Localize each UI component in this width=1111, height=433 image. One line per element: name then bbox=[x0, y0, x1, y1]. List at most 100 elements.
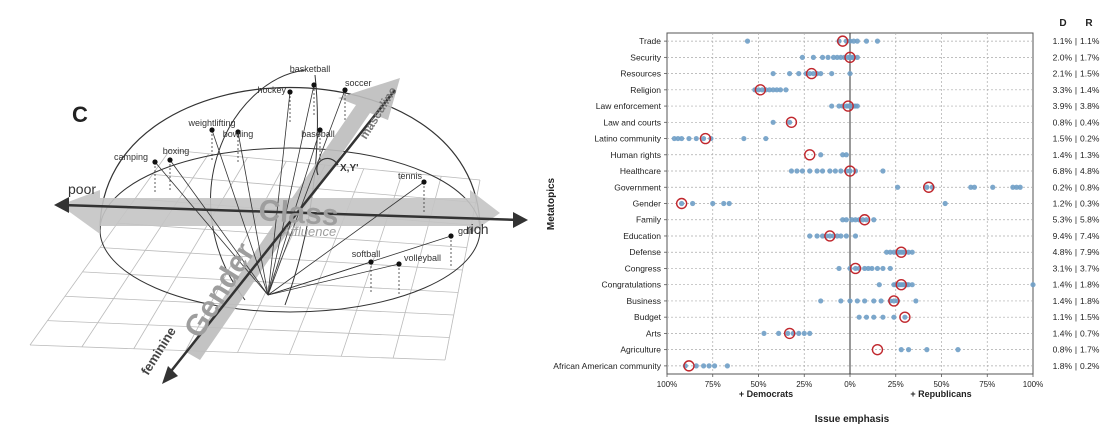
data-point bbox=[807, 330, 813, 337]
poor-rich-axis bbox=[61, 203, 521, 222]
dr-separator: | bbox=[1075, 101, 1077, 111]
d-value: 1.4% bbox=[1053, 280, 1073, 290]
angle-label: X,Y' bbox=[340, 163, 359, 174]
topic-label: Congratulations bbox=[601, 280, 661, 290]
data-point bbox=[876, 282, 882, 288]
d-value: 1.4% bbox=[1053, 328, 1073, 338]
data-point bbox=[887, 249, 893, 255]
data-point bbox=[924, 184, 930, 190]
topic-center-marker bbox=[895, 246, 907, 258]
sport-point bbox=[167, 157, 173, 163]
r-value: 4.8% bbox=[1080, 166, 1100, 176]
data-point bbox=[909, 282, 915, 288]
d-value: 0.8% bbox=[1053, 117, 1073, 127]
sport-label: baseball bbox=[301, 129, 335, 139]
chart-svg: Trade Security Resources Religion Law enforc… bbox=[546, 18, 1100, 425]
sport-radial-line bbox=[267, 261, 372, 296]
dr-separator: | bbox=[1075, 150, 1077, 160]
data-point bbox=[836, 103, 842, 109]
d-value: 0.2% bbox=[1053, 182, 1073, 192]
sport-label: weightlifting bbox=[187, 118, 235, 128]
data-point bbox=[863, 38, 870, 44]
data-point bbox=[854, 103, 860, 109]
data-point bbox=[838, 54, 844, 60]
data-point bbox=[807, 70, 813, 77]
d-value: 9.4% bbox=[1053, 231, 1073, 241]
data-point bbox=[843, 217, 849, 223]
poor-arrowhead bbox=[54, 197, 69, 213]
data-point bbox=[819, 233, 826, 239]
sport-point bbox=[368, 259, 374, 265]
r-value: 1.1% bbox=[1080, 36, 1100, 46]
topic-center-marker bbox=[836, 35, 849, 47]
gender-class-diagram: basketball hockey soccer weightlifting bowli… bbox=[0, 0, 540, 428]
x-tick-label: 25% bbox=[796, 380, 812, 389]
panel-letter: C bbox=[72, 102, 88, 127]
data-point bbox=[874, 38, 881, 44]
topic-center-marker bbox=[849, 262, 862, 275]
r-value: 1.5% bbox=[1080, 312, 1100, 322]
data-point bbox=[838, 168, 844, 174]
dr-separator: | bbox=[1075, 69, 1077, 79]
data-point bbox=[726, 200, 732, 207]
x-axis-label: Issue emphasis bbox=[815, 414, 890, 425]
r-value: 7.9% bbox=[1080, 247, 1100, 257]
sport-radial-line bbox=[169, 159, 269, 296]
data-point bbox=[836, 265, 842, 272]
y-axis-label: Metatopics bbox=[546, 177, 557, 230]
sport-point bbox=[152, 159, 158, 165]
data-point bbox=[871, 298, 877, 304]
data-point bbox=[770, 70, 776, 77]
data-point bbox=[770, 87, 776, 93]
dr-separator: | bbox=[1075, 36, 1077, 46]
dr-separator: | bbox=[1075, 134, 1077, 144]
data-point bbox=[905, 282, 912, 288]
dr-separator: | bbox=[1075, 312, 1077, 322]
data-point bbox=[856, 314, 862, 320]
sport-label: volleyball bbox=[404, 253, 441, 263]
data-point bbox=[863, 217, 870, 223]
data-point bbox=[968, 184, 974, 190]
data-point bbox=[785, 330, 791, 337]
topic-center-marker bbox=[824, 230, 836, 242]
data-point bbox=[834, 233, 840, 239]
x-tick-label: 100% bbox=[657, 380, 677, 389]
sport-label: golf bbox=[458, 226, 473, 236]
topic-center-marker bbox=[683, 360, 695, 372]
data-point bbox=[924, 347, 930, 353]
dr-separator: | bbox=[1075, 117, 1077, 127]
data-point bbox=[840, 152, 846, 158]
d-value: 3.3% bbox=[1053, 85, 1073, 95]
data-point bbox=[701, 363, 707, 369]
data-point bbox=[701, 135, 707, 142]
x-tick-label: 0% bbox=[844, 380, 856, 389]
floor-grid-line bbox=[82, 271, 459, 293]
data-point bbox=[827, 168, 833, 174]
data-point bbox=[871, 314, 877, 320]
hemisphere-arc bbox=[99, 86, 481, 231]
d-value: 1.1% bbox=[1053, 36, 1073, 46]
data-point bbox=[849, 217, 855, 223]
data-point bbox=[710, 200, 716, 207]
data-point bbox=[863, 314, 870, 320]
dr-separator: | bbox=[1075, 296, 1077, 306]
data-point bbox=[774, 87, 780, 93]
x-tick-label: 75% bbox=[705, 380, 721, 389]
topic-label: Budget bbox=[634, 312, 662, 322]
sport-point bbox=[287, 89, 293, 95]
data-point bbox=[843, 152, 849, 158]
topic-center-marker bbox=[871, 343, 884, 356]
data-point bbox=[913, 298, 919, 304]
data-point bbox=[819, 168, 826, 174]
sport-point bbox=[235, 129, 241, 135]
data-point bbox=[887, 265, 893, 272]
d-value: 2.0% bbox=[1053, 52, 1073, 62]
data-point bbox=[898, 347, 904, 353]
r-value: 1.8% bbox=[1080, 296, 1100, 306]
d-value: 3.9% bbox=[1053, 101, 1073, 111]
r-value: 1.5% bbox=[1080, 69, 1100, 79]
data-point bbox=[799, 54, 806, 60]
topic-label: African American community bbox=[553, 361, 661, 371]
sport-label: hockey bbox=[257, 85, 286, 95]
data-point bbox=[759, 87, 765, 93]
